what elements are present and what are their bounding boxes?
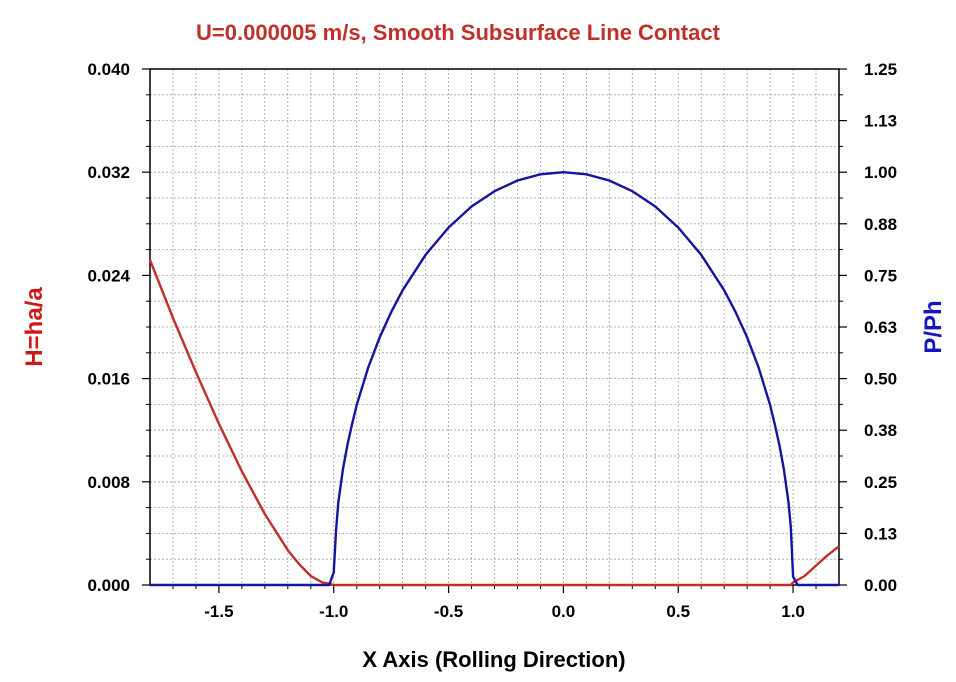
right-y-tick-label: 1.25: [864, 60, 897, 79]
left-y-tick-label: 0.024: [87, 266, 130, 285]
p-series-line: [150, 170, 839, 587]
right-y-tick-label: 0.00: [864, 576, 897, 595]
right-y-axis-label: P/Ph: [920, 300, 947, 353]
x-tick-label: -1.5: [204, 602, 233, 621]
right-y-tick-label: 0.63: [864, 318, 897, 337]
series-layer: [148, 170, 840, 587]
left-y-axis-label: H=ha/a: [21, 287, 48, 367]
left-y-tick-label: 0.032: [87, 163, 130, 182]
left-y-tick-label: 0.000: [87, 576, 130, 595]
x-tick-label: 1.0: [781, 602, 805, 621]
right-y-tick-label: 1.00: [864, 163, 897, 182]
left-y-tick-label: 0.008: [87, 473, 130, 492]
h-series-line: [148, 259, 840, 587]
right-y-tick-label: 0.88: [864, 215, 897, 234]
right-y-tick-label: 0.75: [864, 266, 897, 285]
grid: [150, 69, 839, 585]
x-axis-label: X Axis (Rolling Direction): [362, 647, 625, 672]
x-tick-label: 0.0: [552, 602, 576, 621]
left-y-tick-label: 0.040: [87, 60, 130, 79]
right-y-tick-label: 0.25: [864, 473, 897, 492]
right-y-tick-label: 1.13: [864, 112, 897, 131]
left-y-tick-label: 0.016: [87, 370, 130, 389]
right-y-tick-label: 0.13: [864, 524, 897, 543]
x-tick-label: -0.5: [434, 602, 463, 621]
x-tick-label: -1.0: [319, 602, 348, 621]
x-tick-label: 0.5: [666, 602, 690, 621]
chart-title: U=0.000005 m/s, Smooth Subsurface Line C…: [196, 20, 721, 45]
right-y-tick-label: 0.50: [864, 370, 897, 389]
right-y-tick-label: 0.38: [864, 421, 897, 440]
axis-ticks: -1.5 -1.0 -0.5 0.0 0.5 1.0 0.000 0.008 0.016 0.02…: [87, 60, 897, 621]
